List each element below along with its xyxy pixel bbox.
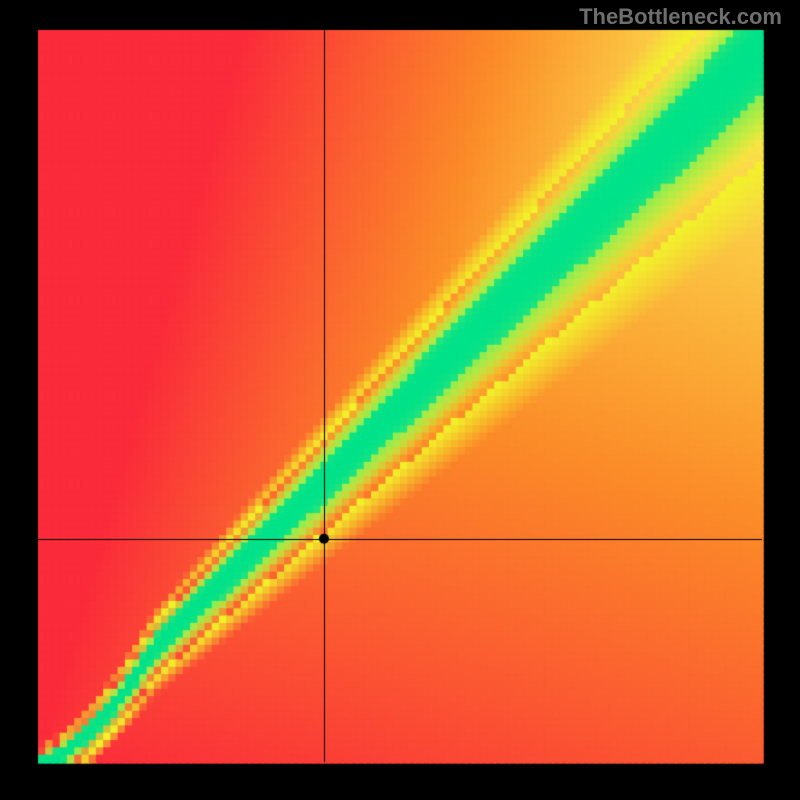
bottleneck-heatmap bbox=[0, 0, 800, 800]
watermark-text: TheBottleneck.com bbox=[579, 4, 782, 30]
